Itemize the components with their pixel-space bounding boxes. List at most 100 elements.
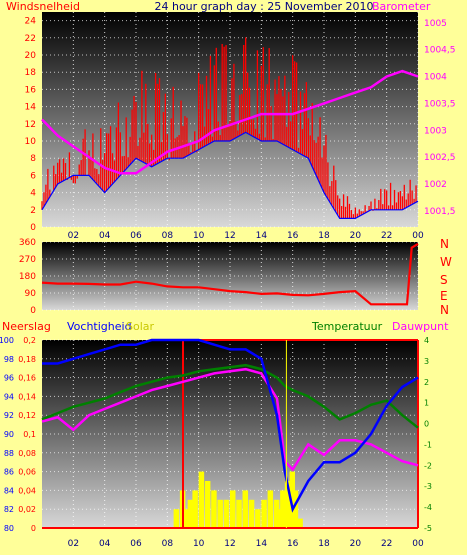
y-tick-humidity-96: 96	[4, 374, 14, 383]
compass-n-top: N	[440, 237, 449, 251]
solar-bar	[192, 490, 198, 528]
solar-bar	[297, 518, 303, 528]
x-tick-bottom-22: 22	[381, 539, 392, 549]
x-tick-top-22: 22	[381, 231, 392, 241]
solar-bar	[292, 490, 299, 528]
solar-bar	[173, 509, 180, 528]
rain-label: Neerslag	[2, 320, 51, 333]
y-tick-temp-4: 4	[424, 336, 429, 345]
solar-bar	[230, 490, 236, 528]
x-tick-bottom-14: 14	[256, 539, 268, 549]
y-tick-wind-2: 2	[30, 206, 36, 216]
solar-bar	[236, 499, 242, 528]
x-tick-bottom-06: 06	[130, 539, 142, 549]
y-tick-wind-12: 12	[25, 120, 36, 130]
humidity-label: Vochtigheid	[67, 320, 132, 333]
y-tick-wind-10: 10	[25, 137, 37, 147]
y-tick-wind-22: 22	[25, 34, 36, 44]
y-tick-baro-1003,5: 1003,5	[424, 99, 456, 109]
temperature-line	[41, 363, 419, 429]
solar-bar	[217, 499, 223, 528]
graph-title: 24 hour graph day : 25 November 2010	[154, 0, 373, 13]
y-tick-baro-1002: 1002	[424, 180, 447, 190]
y-tick-temp-2: 2	[424, 378, 429, 387]
y-tick-wind-20: 20	[25, 51, 37, 61]
x-tick-bottom-12: 12	[224, 539, 235, 549]
x-tick-top-02: 02	[68, 231, 79, 241]
y-tick-baro-1004,5: 1004,5	[424, 46, 456, 56]
y-tick-temp--1: -1	[424, 440, 432, 449]
y-tick-rain-0,12: 0,12	[18, 411, 36, 420]
x-tick-top-20: 20	[350, 231, 362, 241]
y-tick-rain-0: 0	[31, 524, 36, 533]
x-tick-top-12: 12	[224, 231, 235, 241]
y-tick-humidity-100: 100	[0, 336, 14, 345]
solar-bar	[267, 490, 274, 528]
grid-lines	[42, 12, 419, 529]
dewpoint-label: Dauwpunt	[392, 320, 449, 333]
y-tick-humidity-92: 92	[4, 411, 14, 420]
y-tick-rain-0,08: 0,08	[18, 449, 36, 458]
y-tick-humidity-80: 80	[4, 524, 14, 533]
barometer-line	[41, 69, 419, 175]
x-tick-top-08: 08	[162, 231, 174, 241]
wind-average-line	[41, 131, 419, 219]
compass-s: S	[440, 273, 448, 287]
solar-bar	[211, 490, 217, 528]
y-tick-rain-0,16: 0,16	[18, 374, 36, 383]
solar-bar	[242, 490, 249, 528]
y-tick-humidity-88: 88	[4, 449, 14, 458]
x-tick-bottom-10: 10	[193, 539, 205, 549]
solar-bar	[280, 490, 286, 528]
x-tick-top-14: 14	[256, 231, 268, 241]
y-tick-wind-6: 6	[30, 171, 36, 181]
x-tick-bottom-02: 02	[68, 539, 79, 549]
y-tick-temp-3: 3	[424, 357, 429, 366]
humidity-line	[42, 338, 419, 513]
solar-bar	[289, 471, 296, 528]
y-tick-humidity-90: 90	[4, 430, 14, 439]
chart-series	[41, 37, 419, 529]
axis-ticks: 0202040406060808101012121414161618182020…	[0, 17, 456, 549]
y-tick-temp--4: -4	[424, 503, 432, 512]
y-tick-baro-1002,5: 1002,5	[424, 153, 456, 163]
y-tick-temp--2: -2	[424, 461, 432, 470]
solar-bar	[187, 499, 194, 528]
compass-e: E	[440, 289, 448, 303]
y-tick-baro-1005: 1005	[424, 19, 447, 29]
y-tick-rain-0,14: 0,14	[18, 392, 36, 401]
y-tick-wind-14: 14	[25, 103, 37, 113]
y-tick-dir-180: 180	[19, 272, 36, 282]
y-tick-dir-90: 90	[25, 289, 37, 299]
solar-label: Solar	[126, 320, 155, 333]
y-tick-wind-8: 8	[30, 154, 36, 164]
y-tick-wind-16: 16	[25, 85, 37, 95]
y-tick-wind-0: 0	[30, 223, 36, 233]
y-tick-wind-24: 24	[25, 17, 37, 27]
solar-bar	[204, 481, 211, 528]
solar-bar	[277, 509, 283, 528]
y-tick-temp--3: -3	[424, 482, 432, 491]
wind-direction-line	[41, 242, 419, 306]
solar-bar	[261, 499, 267, 528]
y-tick-temp--5: -5	[424, 524, 432, 533]
y-tick-dir-360: 360	[19, 238, 36, 248]
y-tick-rain-0,2: 0,2	[23, 336, 36, 345]
x-tick-bottom-04: 04	[99, 539, 111, 549]
solar-bar	[255, 509, 261, 528]
y-tick-rain-0,1: 0,1	[23, 430, 36, 439]
x-tick-top-00: 00	[412, 231, 424, 241]
solar-bar	[223, 499, 230, 528]
y-tick-humidity-98: 98	[4, 355, 14, 364]
wind-speed-title: Windsnelheid	[6, 0, 80, 13]
y-tick-rain-0,04: 0,04	[18, 486, 36, 495]
solar-bar	[273, 499, 280, 528]
y-tick-temp-0: 0	[424, 420, 429, 429]
y-tick-humidity-82: 82	[4, 505, 14, 514]
barometer-title: Barometer	[372, 0, 431, 13]
y-tick-humidity-84: 84	[4, 486, 14, 495]
x-tick-bottom-18: 18	[318, 539, 330, 549]
x-tick-bottom-08: 08	[162, 539, 174, 549]
x-tick-top-06: 06	[130, 231, 142, 241]
